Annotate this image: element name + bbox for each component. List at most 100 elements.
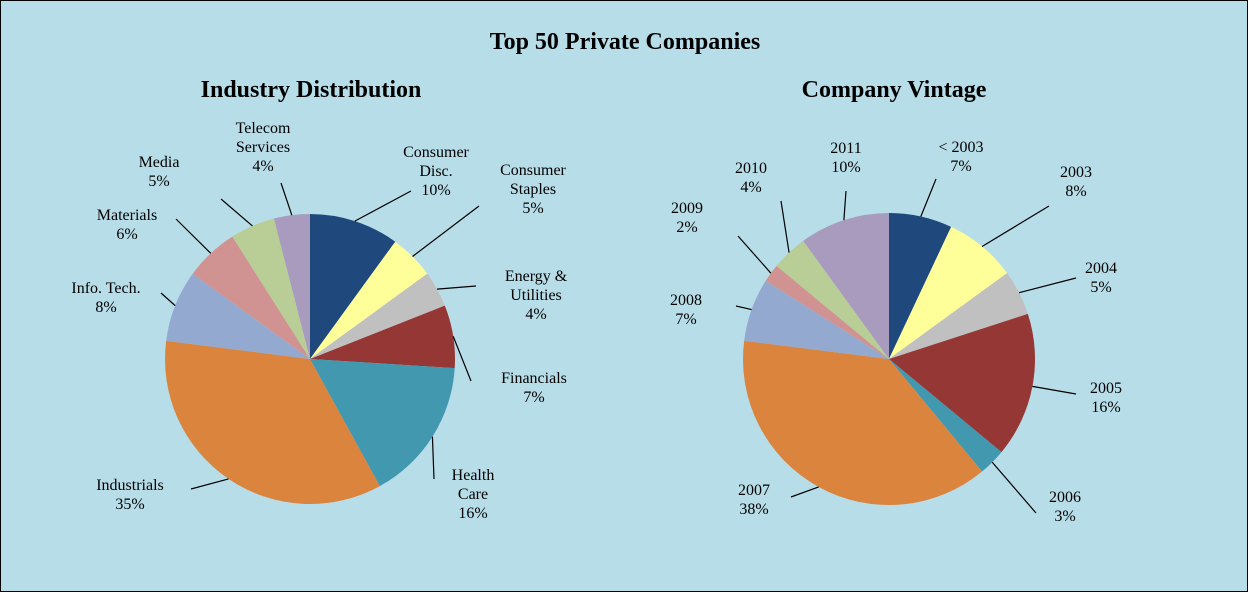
value-label: 6% (116, 226, 138, 243)
pie-slice (192, 236, 310, 359)
slice-label: 2005 16% (1076, 379, 1136, 417)
value-label: 4% (525, 306, 547, 323)
value-label: 7% (950, 158, 972, 175)
pie-slice (889, 313, 1035, 453)
pie-slice (776, 240, 889, 359)
pie-slice (310, 305, 455, 369)
value-label: 16% (1091, 399, 1121, 416)
slice-label: Telecom Services 4% (218, 119, 308, 176)
slice-label: 2003 8% (1046, 163, 1106, 201)
pie-title: Industry Distribution (200, 77, 422, 103)
value-label: 3% (1054, 508, 1076, 525)
leader-line (412, 205, 480, 257)
leader-line (991, 461, 1037, 514)
leader-line (452, 336, 472, 382)
category-label: Consumer Staples (500, 162, 566, 198)
slice-label: Industrials 35% (80, 476, 180, 514)
slice-label: Media 5% (119, 153, 199, 191)
category-label: Industrials (96, 477, 164, 494)
value-label: 2% (676, 219, 698, 236)
leader-line (437, 285, 477, 290)
leader-line (431, 436, 435, 480)
leader-line (981, 205, 1050, 248)
pie-slice (889, 213, 952, 359)
pie-slice (744, 280, 889, 359)
leader-line (280, 182, 293, 216)
slice-label: 2004 5% (1071, 259, 1131, 297)
leader-line (160, 292, 176, 307)
leader-line (843, 190, 847, 221)
value-label: 16% (458, 505, 488, 522)
pie-slice (273, 214, 310, 359)
slice-label: Health Care 16% (438, 466, 508, 523)
category-label: 2005 (1090, 380, 1122, 397)
leader-line (790, 486, 819, 498)
value-label: 5% (148, 173, 170, 190)
pie-slice (232, 218, 310, 359)
value-label: 7% (675, 311, 697, 328)
pie-slice (889, 359, 1002, 472)
pie-slice (165, 340, 380, 505)
slice-label: 2009 2% (657, 199, 717, 237)
value-label: 5% (522, 200, 544, 217)
slice-label: 2006 3% (1035, 488, 1095, 526)
pie-slice (803, 213, 889, 359)
pie-slice (765, 265, 889, 359)
leader-line (354, 190, 412, 222)
category-label: Energy & Utilities (504, 268, 568, 304)
slice-label: 2010 4% (721, 159, 781, 197)
pie-title: Company Vintage (801, 77, 987, 103)
pie-slice (889, 226, 1008, 359)
leader-line (190, 478, 229, 490)
slice-label: 2007 38% (724, 481, 784, 519)
pie-slice (310, 241, 428, 359)
category-label: 2006 (1049, 489, 1081, 506)
slice-label: Consumer Staples 5% (488, 161, 578, 218)
value-label: 38% (739, 501, 769, 518)
pie-slice (166, 273, 310, 359)
pie-slice (743, 340, 983, 506)
category-label: 2007 (738, 482, 770, 499)
category-label: Materials (96, 207, 158, 224)
slice-label: Energy & Utilities 4% (486, 267, 586, 324)
category-label: Health Care (451, 467, 495, 503)
value-label: 4% (252, 158, 274, 175)
leader-line (780, 200, 790, 253)
leader-line (1018, 277, 1077, 294)
slice-label: Info. Tech. 8% (56, 279, 156, 317)
chart-title: Top 50 Private Companies (489, 29, 761, 55)
value-label: 8% (1065, 183, 1087, 200)
category-label: 2009 (671, 200, 703, 217)
value-label: 10% (831, 159, 861, 176)
pie-slice (310, 214, 396, 359)
pie-slice (889, 273, 1028, 359)
pie-slice (310, 273, 445, 359)
leader-line (737, 235, 772, 274)
category-label: 2010 (735, 160, 767, 177)
leader-line (175, 218, 212, 254)
pie-slice (310, 359, 455, 487)
leader-line (735, 305, 752, 311)
category-label: Info. Tech. (71, 280, 141, 297)
category-label: 2008 (670, 292, 702, 309)
category-label: 2003 (1060, 164, 1092, 181)
category-label: Financials (501, 370, 567, 387)
value-label: 7% (523, 389, 545, 406)
value-label: 4% (740, 179, 762, 196)
category-label: 2004 (1085, 260, 1117, 277)
slice-label: 2011 10% (816, 139, 876, 177)
category-label: Consumer Disc. (403, 144, 469, 180)
value-label: 5% (1090, 279, 1112, 296)
category-label: Telecom Services (235, 120, 291, 156)
category-label: < 2003 (938, 139, 984, 156)
slice-label: 2008 7% (656, 291, 716, 329)
category-label: Media (138, 154, 180, 171)
leader-line (220, 198, 253, 227)
slice-label: < 2003 7% (921, 138, 1001, 176)
value-label: 35% (115, 496, 145, 513)
value-label: 8% (95, 299, 117, 316)
slice-label: Consumer Disc. 10% (386, 143, 486, 200)
value-label: 10% (421, 182, 451, 199)
